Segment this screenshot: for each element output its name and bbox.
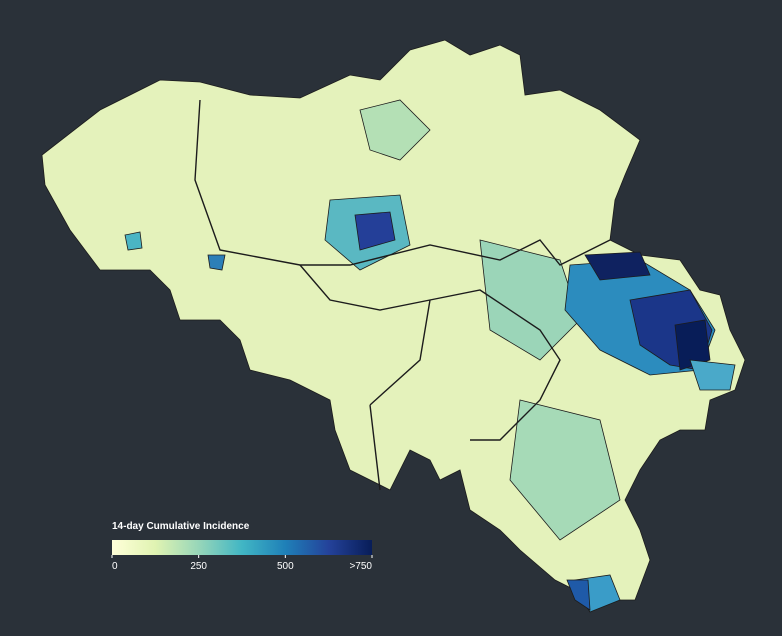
tick-label: 0 bbox=[112, 561, 118, 572]
region bbox=[207, 254, 226, 271]
region bbox=[509, 399, 621, 541]
region bbox=[124, 231, 143, 251]
colorbar bbox=[112, 540, 372, 555]
country-map bbox=[41, 39, 746, 613]
region bbox=[566, 579, 591, 611]
region bbox=[674, 319, 711, 371]
region bbox=[689, 359, 736, 391]
province-border bbox=[194, 99, 611, 266]
province-border bbox=[299, 264, 561, 441]
region bbox=[354, 211, 396, 251]
region bbox=[584, 251, 651, 281]
tick-label: 250 bbox=[190, 561, 207, 572]
province-border bbox=[369, 299, 431, 491]
tick-label: 500 bbox=[277, 561, 294, 572]
tick-label: >750 bbox=[349, 561, 372, 572]
region bbox=[359, 99, 431, 161]
region bbox=[479, 239, 581, 361]
legend-title: 14-day Cumulative Incidence bbox=[112, 521, 250, 532]
